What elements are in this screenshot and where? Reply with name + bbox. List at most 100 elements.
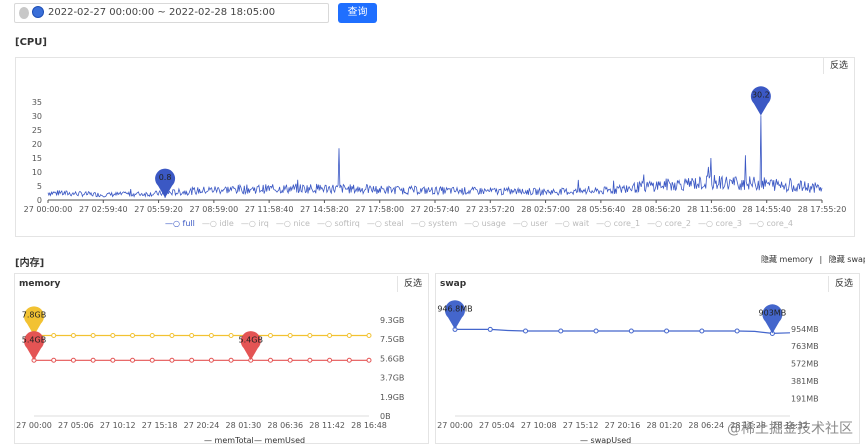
memory-point	[169, 332, 175, 338]
swap-min-marker-label: 903MB	[759, 308, 787, 317]
memory-point	[208, 357, 214, 363]
swap-point	[628, 328, 634, 334]
swap-chart: 191MB 381MB 572MB 763MB 954MB 27 00:00 27 05:0…	[437, 300, 819, 444]
memory-point	[90, 332, 96, 338]
memory-invert-button[interactable]: 反选	[396, 276, 428, 292]
memory-y-tick: 0B	[380, 412, 391, 421]
cpu-x-tick: 28 14:55:40	[742, 205, 791, 214]
swap-point	[734, 328, 740, 334]
memory-point	[287, 357, 293, 363]
memory-total-marker-label: 7.8GB	[22, 310, 46, 319]
cpu-x-tick: 27 20:57:40	[411, 205, 460, 214]
cpu-legend-item[interactable]: —○ core_1	[596, 219, 641, 228]
cpu-y-tick: 15	[32, 154, 42, 163]
cpu-x-tick: 27 08:59:00	[190, 205, 239, 214]
memory-point	[327, 332, 333, 338]
memory-y-tick: 5.6GB	[380, 354, 404, 363]
cpu-invert-button[interactable]: 反选	[822, 58, 854, 74]
cpu-x-tick: 27 23:57:20	[466, 205, 515, 214]
cpu-legend-item[interactable]: —○ idle	[201, 219, 234, 228]
cpu-x-tick: 27 11:58:40	[245, 205, 294, 214]
cpu-section-title: [CPU]	[15, 37, 47, 48]
hide-swap-link[interactable]: 隐藏 swap	[828, 255, 865, 264]
query-button[interactable]: 查询	[338, 3, 377, 23]
memory-x-tick: 27 10:12	[100, 421, 136, 430]
cpu-legend-item[interactable]: —○ core_2	[647, 219, 692, 228]
cpu-min-marker-label: 0.8	[159, 173, 172, 182]
memory-point	[130, 357, 136, 363]
memory-x-tick: 27 00:00	[16, 421, 52, 430]
memory-x-tick: 27 20:24	[184, 421, 220, 430]
memory-point	[189, 357, 195, 363]
cpu-legend-item[interactable]: —○ full	[165, 219, 195, 228]
memory-point	[51, 357, 57, 363]
memory-panel-title: memory	[19, 279, 61, 289]
swap-y-tick: 381MB	[791, 377, 819, 386]
swap-x-tick: 28 11:28	[730, 421, 766, 430]
date-range-value: 2022-02-27 00:00:00 ~ 2022-02-28 18:05:0…	[48, 7, 276, 18]
clear-icon[interactable]	[19, 7, 29, 19]
swap-x-tick: 27 10:08	[521, 421, 557, 430]
swap-x-tick: 27 00:00	[437, 421, 473, 430]
memory-x-tick: 27 15:18	[142, 421, 178, 430]
memory-point	[70, 357, 76, 363]
cpu-y-tick: 35	[32, 98, 42, 107]
cpu-y-tick: 25	[32, 126, 42, 135]
memory-used-marker-mid	[240, 331, 261, 361]
cpu-series-full	[47, 115, 823, 198]
memory-point	[90, 357, 96, 363]
cpu-x-tick: 28 08:56:20	[632, 205, 681, 214]
memory-point	[287, 332, 293, 338]
cpu-legend-item[interactable]: —○ core_4	[748, 219, 793, 228]
swap-y-tick: 954MB	[791, 325, 819, 334]
swap-x-tick: 27 05:04	[479, 421, 515, 430]
memory-y-tick: 1.9GB	[380, 393, 404, 402]
swap-x-tick: 28 01:20	[646, 421, 682, 430]
cpu-chart: 0 5 10 15 20 25 30 35 27 00:00:00 27 02:59:40 27 0…	[24, 86, 847, 214]
cpu-legend-item[interactable]: —○ nice	[275, 219, 310, 228]
memory-chart: 0B 1.9GB 3.7GB 5.6GB 7.5GB 9.3GB 27 00:00 27 05…	[16, 306, 404, 444]
swap-point	[523, 328, 529, 334]
cpu-legend-item[interactable]: —○ core_3	[698, 219, 742, 228]
swap-y-tick: 191MB	[791, 395, 819, 404]
swap-invert-button[interactable]: 反选	[827, 276, 859, 292]
memory-point	[228, 332, 234, 338]
memory-used-marker-mid-label: 5.4GB	[239, 335, 263, 344]
swap-y-tick: 572MB	[791, 360, 819, 369]
memory-used-marker-start-label: 5.4GB	[22, 335, 46, 344]
memory-y-tick: 3.7GB	[380, 374, 404, 383]
date-range-picker[interactable]: 2022-02-27 00:00:00 ~ 2022-02-28 18:05:0…	[14, 3, 329, 23]
memory-point	[208, 332, 214, 338]
memory-point	[149, 332, 155, 338]
memory-point	[169, 357, 175, 363]
cpu-legend: —○ full —○ idle —○ irq —○ nice —○ softirq —○ …	[165, 219, 800, 228]
cpu-panel: 反选	[15, 57, 855, 237]
cpu-legend-item[interactable]: —○ user	[512, 219, 548, 228]
cpu-legend-item[interactable]: —○ usage	[464, 219, 506, 228]
cpu-x-tick: 28 17:55:20	[798, 205, 847, 214]
swap-max-marker	[445, 300, 465, 330]
swap-point	[487, 326, 493, 332]
cpu-y-tick: 30	[32, 112, 42, 121]
memory-point	[110, 357, 116, 363]
memory-point	[346, 332, 352, 338]
memory-total-marker	[24, 306, 44, 336]
cpu-legend-item[interactable]: —○ wait	[554, 219, 590, 228]
memory-y-tick: 7.5GB	[380, 335, 404, 344]
cpu-legend-item[interactable]: —○ steal	[366, 219, 404, 228]
cpu-x-tick: 28 02:57:00	[521, 205, 570, 214]
cpu-legend-item[interactable]: —○ system	[410, 219, 458, 228]
memory-point	[307, 332, 313, 338]
memory-used-marker-start	[24, 331, 44, 361]
cpu-max-marker-label: 30.2	[752, 90, 770, 99]
swap-max-marker-label: 946.8MB	[437, 304, 472, 313]
memory-point	[366, 357, 372, 363]
cpu-legend-item[interactable]: —○ softirq	[316, 219, 360, 228]
swap-point	[558, 328, 564, 334]
memory-point	[51, 332, 57, 338]
hide-links: 隐藏 memory | 隐藏 swap	[761, 254, 865, 265]
cpu-legend-item[interactable]: —○ irq	[240, 219, 269, 228]
cpu-y-tick: 0	[37, 196, 42, 205]
memory-point	[366, 332, 372, 338]
hide-memory-link[interactable]: 隐藏 memory	[761, 255, 813, 264]
